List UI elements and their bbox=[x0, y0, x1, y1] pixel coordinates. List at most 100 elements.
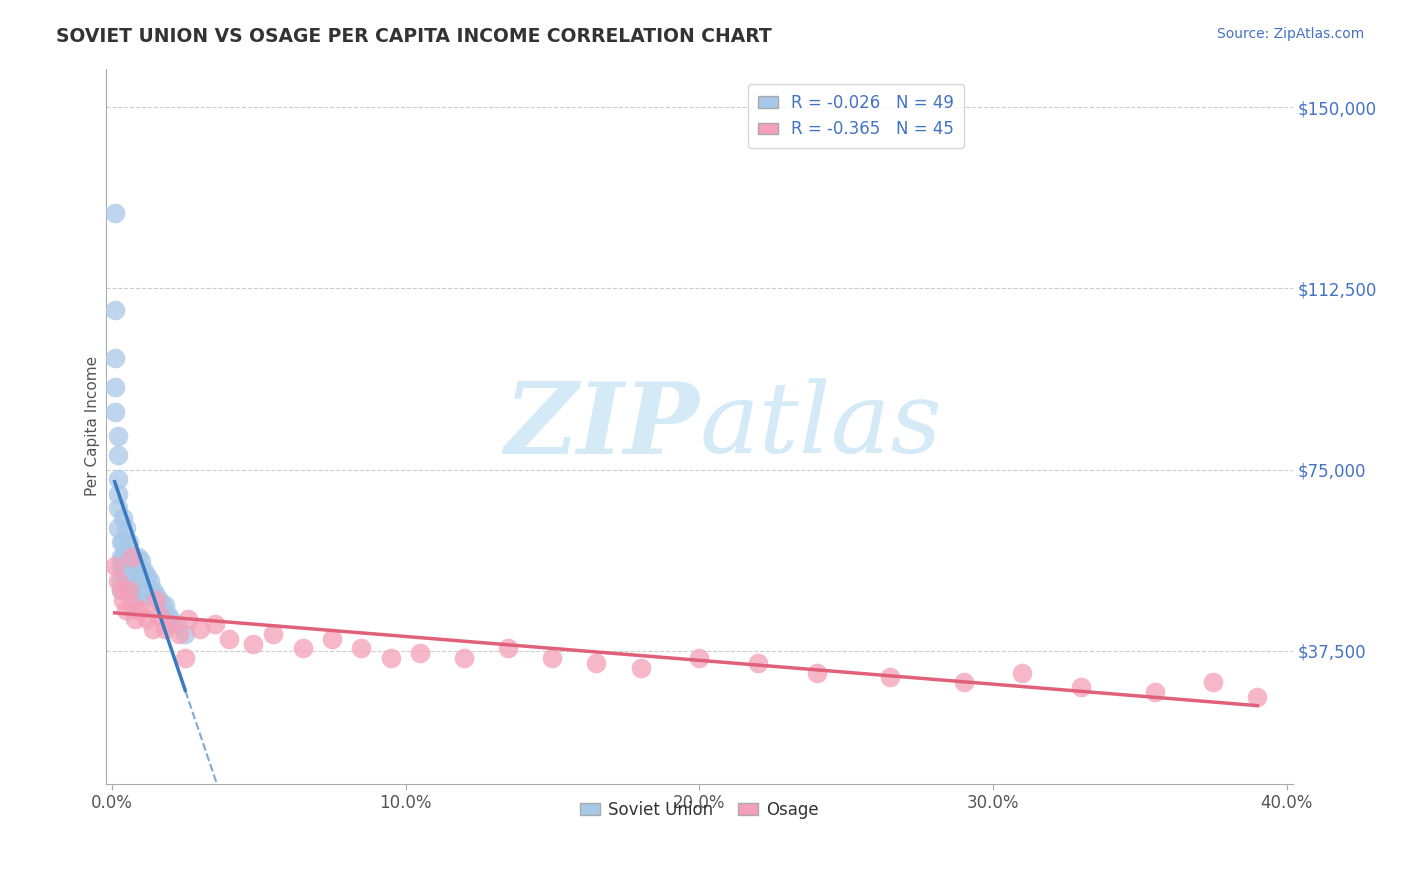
Point bbox=[115, 603, 138, 617]
Point bbox=[107, 520, 129, 534]
Point bbox=[1246, 690, 1268, 704]
Point bbox=[262, 627, 284, 641]
Point bbox=[118, 583, 141, 598]
Point bbox=[129, 603, 152, 617]
Point bbox=[630, 661, 652, 675]
Point bbox=[115, 559, 138, 574]
Point bbox=[107, 501, 129, 516]
Point bbox=[174, 651, 197, 665]
Point bbox=[139, 574, 162, 588]
Text: Source: ZipAtlas.com: Source: ZipAtlas.com bbox=[1216, 27, 1364, 41]
Point bbox=[110, 535, 132, 549]
Point bbox=[136, 569, 159, 583]
Point bbox=[115, 520, 138, 534]
Point bbox=[153, 622, 176, 636]
Point bbox=[115, 545, 138, 559]
Point bbox=[112, 564, 135, 578]
Text: atlas: atlas bbox=[699, 378, 942, 474]
Point bbox=[132, 583, 155, 598]
Text: SOVIET UNION VS OSAGE PER CAPITA INCOME CORRELATION CHART: SOVIET UNION VS OSAGE PER CAPITA INCOME … bbox=[56, 27, 772, 45]
Point bbox=[112, 511, 135, 525]
Point bbox=[1070, 680, 1092, 694]
Point bbox=[107, 429, 129, 443]
Point bbox=[453, 651, 475, 665]
Point bbox=[107, 448, 129, 462]
Point bbox=[291, 641, 314, 656]
Point bbox=[1011, 665, 1033, 680]
Point bbox=[121, 554, 143, 568]
Point bbox=[127, 549, 149, 564]
Point bbox=[188, 622, 211, 636]
Point bbox=[806, 665, 828, 680]
Point bbox=[177, 612, 200, 626]
Point bbox=[148, 607, 170, 622]
Point bbox=[118, 554, 141, 568]
Point bbox=[124, 559, 146, 574]
Point bbox=[321, 632, 343, 646]
Point bbox=[127, 569, 149, 583]
Point bbox=[107, 487, 129, 501]
Point bbox=[145, 593, 167, 607]
Point bbox=[142, 622, 165, 636]
Point bbox=[174, 627, 197, 641]
Point bbox=[688, 651, 710, 665]
Point bbox=[159, 617, 181, 632]
Point bbox=[1143, 685, 1166, 699]
Point bbox=[142, 583, 165, 598]
Point bbox=[136, 612, 159, 626]
Point bbox=[879, 670, 901, 684]
Point bbox=[118, 535, 141, 549]
Point bbox=[118, 574, 141, 588]
Point bbox=[498, 641, 520, 656]
Point bbox=[127, 588, 149, 602]
Point bbox=[127, 603, 149, 617]
Point bbox=[218, 632, 240, 646]
Point bbox=[104, 303, 127, 318]
Point bbox=[110, 549, 132, 564]
Point bbox=[121, 574, 143, 588]
Text: ZIP: ZIP bbox=[505, 378, 699, 475]
Point bbox=[121, 598, 143, 612]
Point bbox=[136, 588, 159, 602]
Point bbox=[1202, 675, 1225, 690]
Point bbox=[156, 607, 179, 622]
Point bbox=[132, 564, 155, 578]
Point bbox=[104, 559, 127, 574]
Point bbox=[110, 583, 132, 598]
Y-axis label: Per Capita Income: Per Capita Income bbox=[86, 356, 100, 496]
Point bbox=[104, 404, 127, 418]
Point bbox=[747, 656, 769, 670]
Point bbox=[165, 617, 187, 632]
Point bbox=[242, 637, 264, 651]
Point bbox=[107, 472, 129, 486]
Point bbox=[107, 574, 129, 588]
Point bbox=[585, 656, 607, 670]
Point bbox=[204, 617, 226, 632]
Point bbox=[159, 612, 181, 626]
Point bbox=[145, 588, 167, 602]
Point bbox=[104, 380, 127, 394]
Point bbox=[952, 675, 974, 690]
Point bbox=[148, 593, 170, 607]
Point bbox=[121, 549, 143, 564]
Point bbox=[112, 535, 135, 549]
Point bbox=[124, 583, 146, 598]
Point bbox=[112, 593, 135, 607]
Point bbox=[124, 612, 146, 626]
Point bbox=[409, 646, 432, 660]
Point bbox=[110, 583, 132, 598]
Point bbox=[129, 574, 152, 588]
Point bbox=[104, 351, 127, 366]
Point bbox=[153, 598, 176, 612]
Point bbox=[110, 559, 132, 574]
Legend: Soviet Union, Osage: Soviet Union, Osage bbox=[572, 794, 825, 825]
Point bbox=[541, 651, 564, 665]
Point bbox=[129, 554, 152, 568]
Point bbox=[380, 651, 402, 665]
Point bbox=[110, 574, 132, 588]
Point bbox=[112, 549, 135, 564]
Point bbox=[150, 598, 173, 612]
Point bbox=[350, 641, 373, 656]
Point bbox=[104, 206, 127, 220]
Point bbox=[169, 627, 191, 641]
